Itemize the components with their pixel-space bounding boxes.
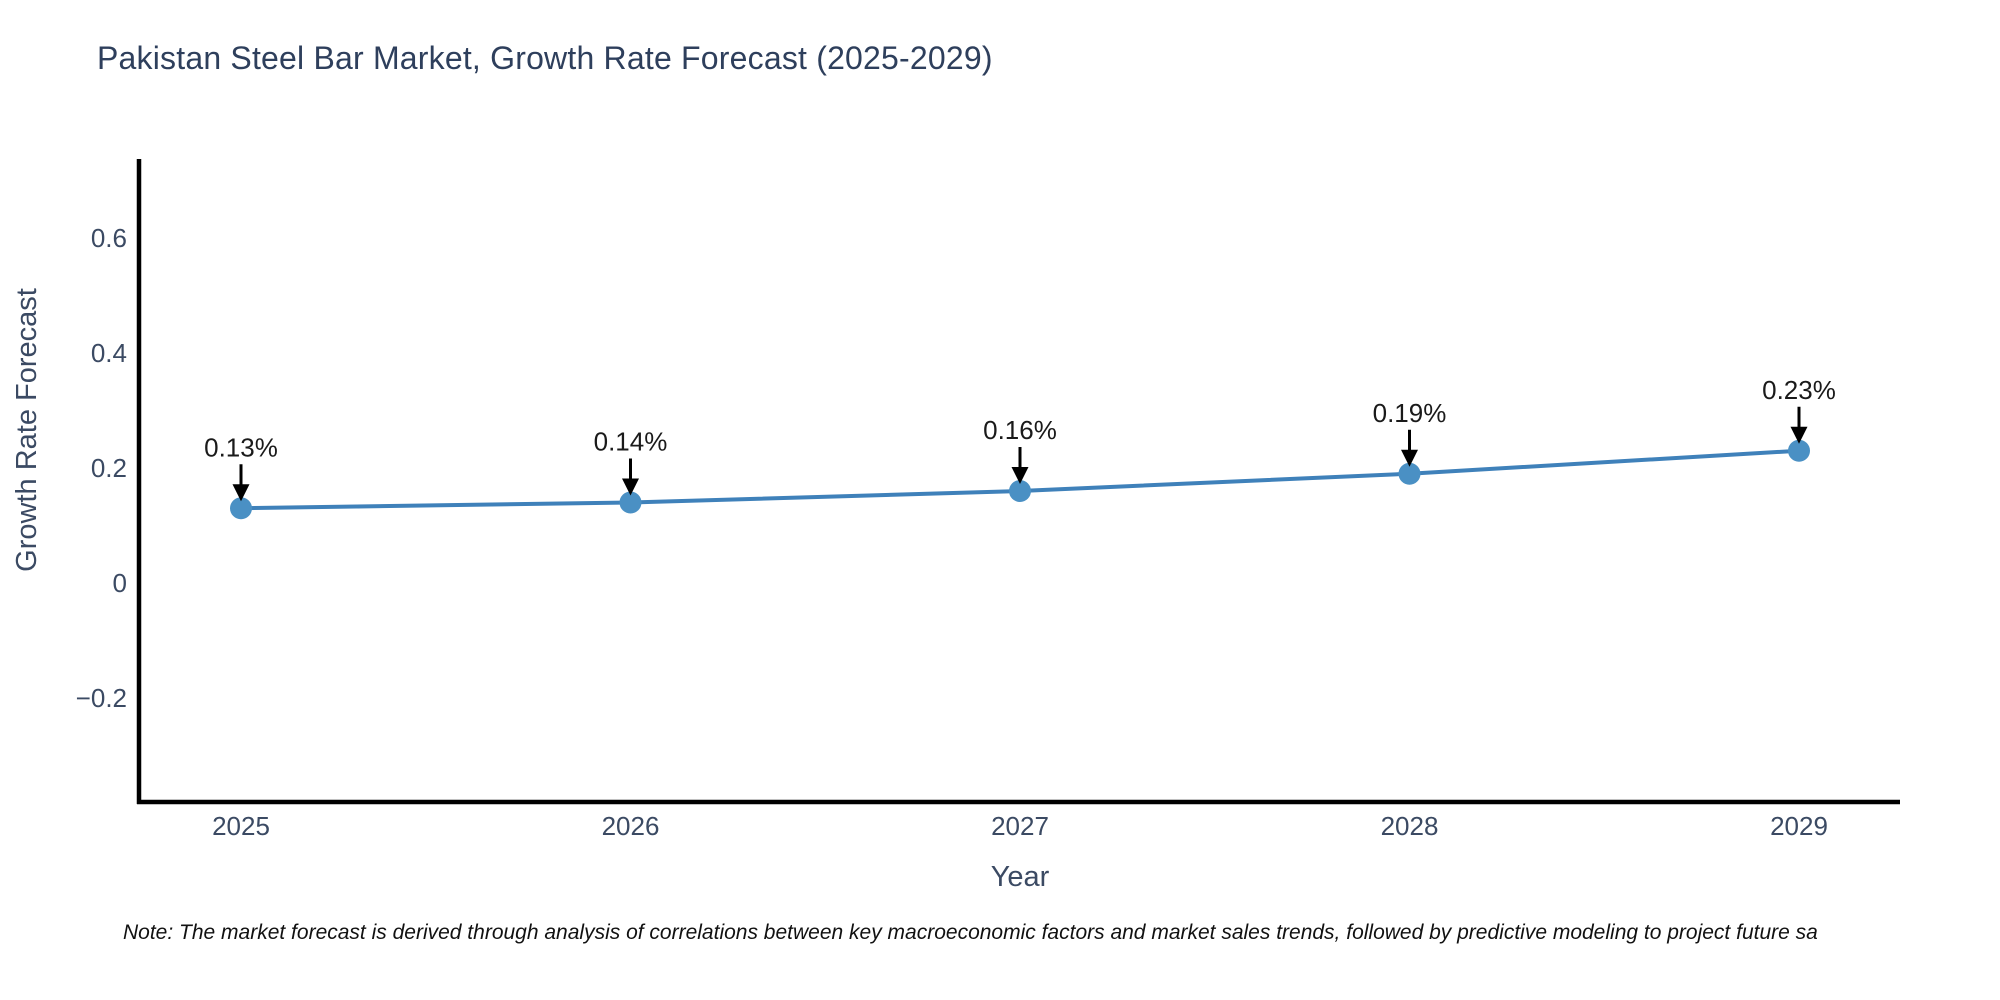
plot-area: 0.6 0.4 0.2 0 −0.2 2025 2026 2027 2028 2029 0.13% 0… <box>76 159 1900 841</box>
x-tick-label: 2028 <box>1381 811 1439 841</box>
data-point <box>1009 480 1031 502</box>
annotation-arrow-head <box>1401 449 1418 467</box>
data-point <box>1788 439 1810 462</box>
x-tick-label: 2029 <box>1770 811 1828 841</box>
data-point <box>1398 462 1421 485</box>
x-tick-label: 2027 <box>991 811 1049 841</box>
annotation-arrow-head <box>1790 426 1808 444</box>
y-tick-label: 0.2 <box>91 453 127 483</box>
data-point <box>230 497 252 520</box>
y-axis-title: Growth Rate Forecast <box>11 288 43 572</box>
annotation-arrow-head <box>622 478 639 496</box>
x-tick-label: 2026 <box>602 811 660 841</box>
point-value-label: 0.14% <box>594 427 668 457</box>
point-value-label: 0.23% <box>1762 375 1836 405</box>
y-tick-label: 0.6 <box>91 223 127 253</box>
chart-title: Pakistan Steel Bar Market, Growth Rate F… <box>97 40 993 76</box>
x-axis-title: Year <box>991 861 1050 893</box>
data-point <box>619 491 642 514</box>
point-value-label: 0.16% <box>983 415 1057 445</box>
y-tick-label: −0.2 <box>76 683 127 713</box>
footnote: Note: The market forecast is derived thr… <box>123 921 1818 944</box>
point-value-label: 0.19% <box>1373 398 1447 428</box>
y-tick-label: 0 <box>113 568 127 598</box>
x-tick-label: 2025 <box>212 811 270 841</box>
annotation-arrow-head <box>1011 467 1029 484</box>
y-tick-label: 0.4 <box>91 338 127 368</box>
annotation-arrow-head <box>232 484 250 502</box>
point-value-label: 0.13% <box>204 432 278 462</box>
